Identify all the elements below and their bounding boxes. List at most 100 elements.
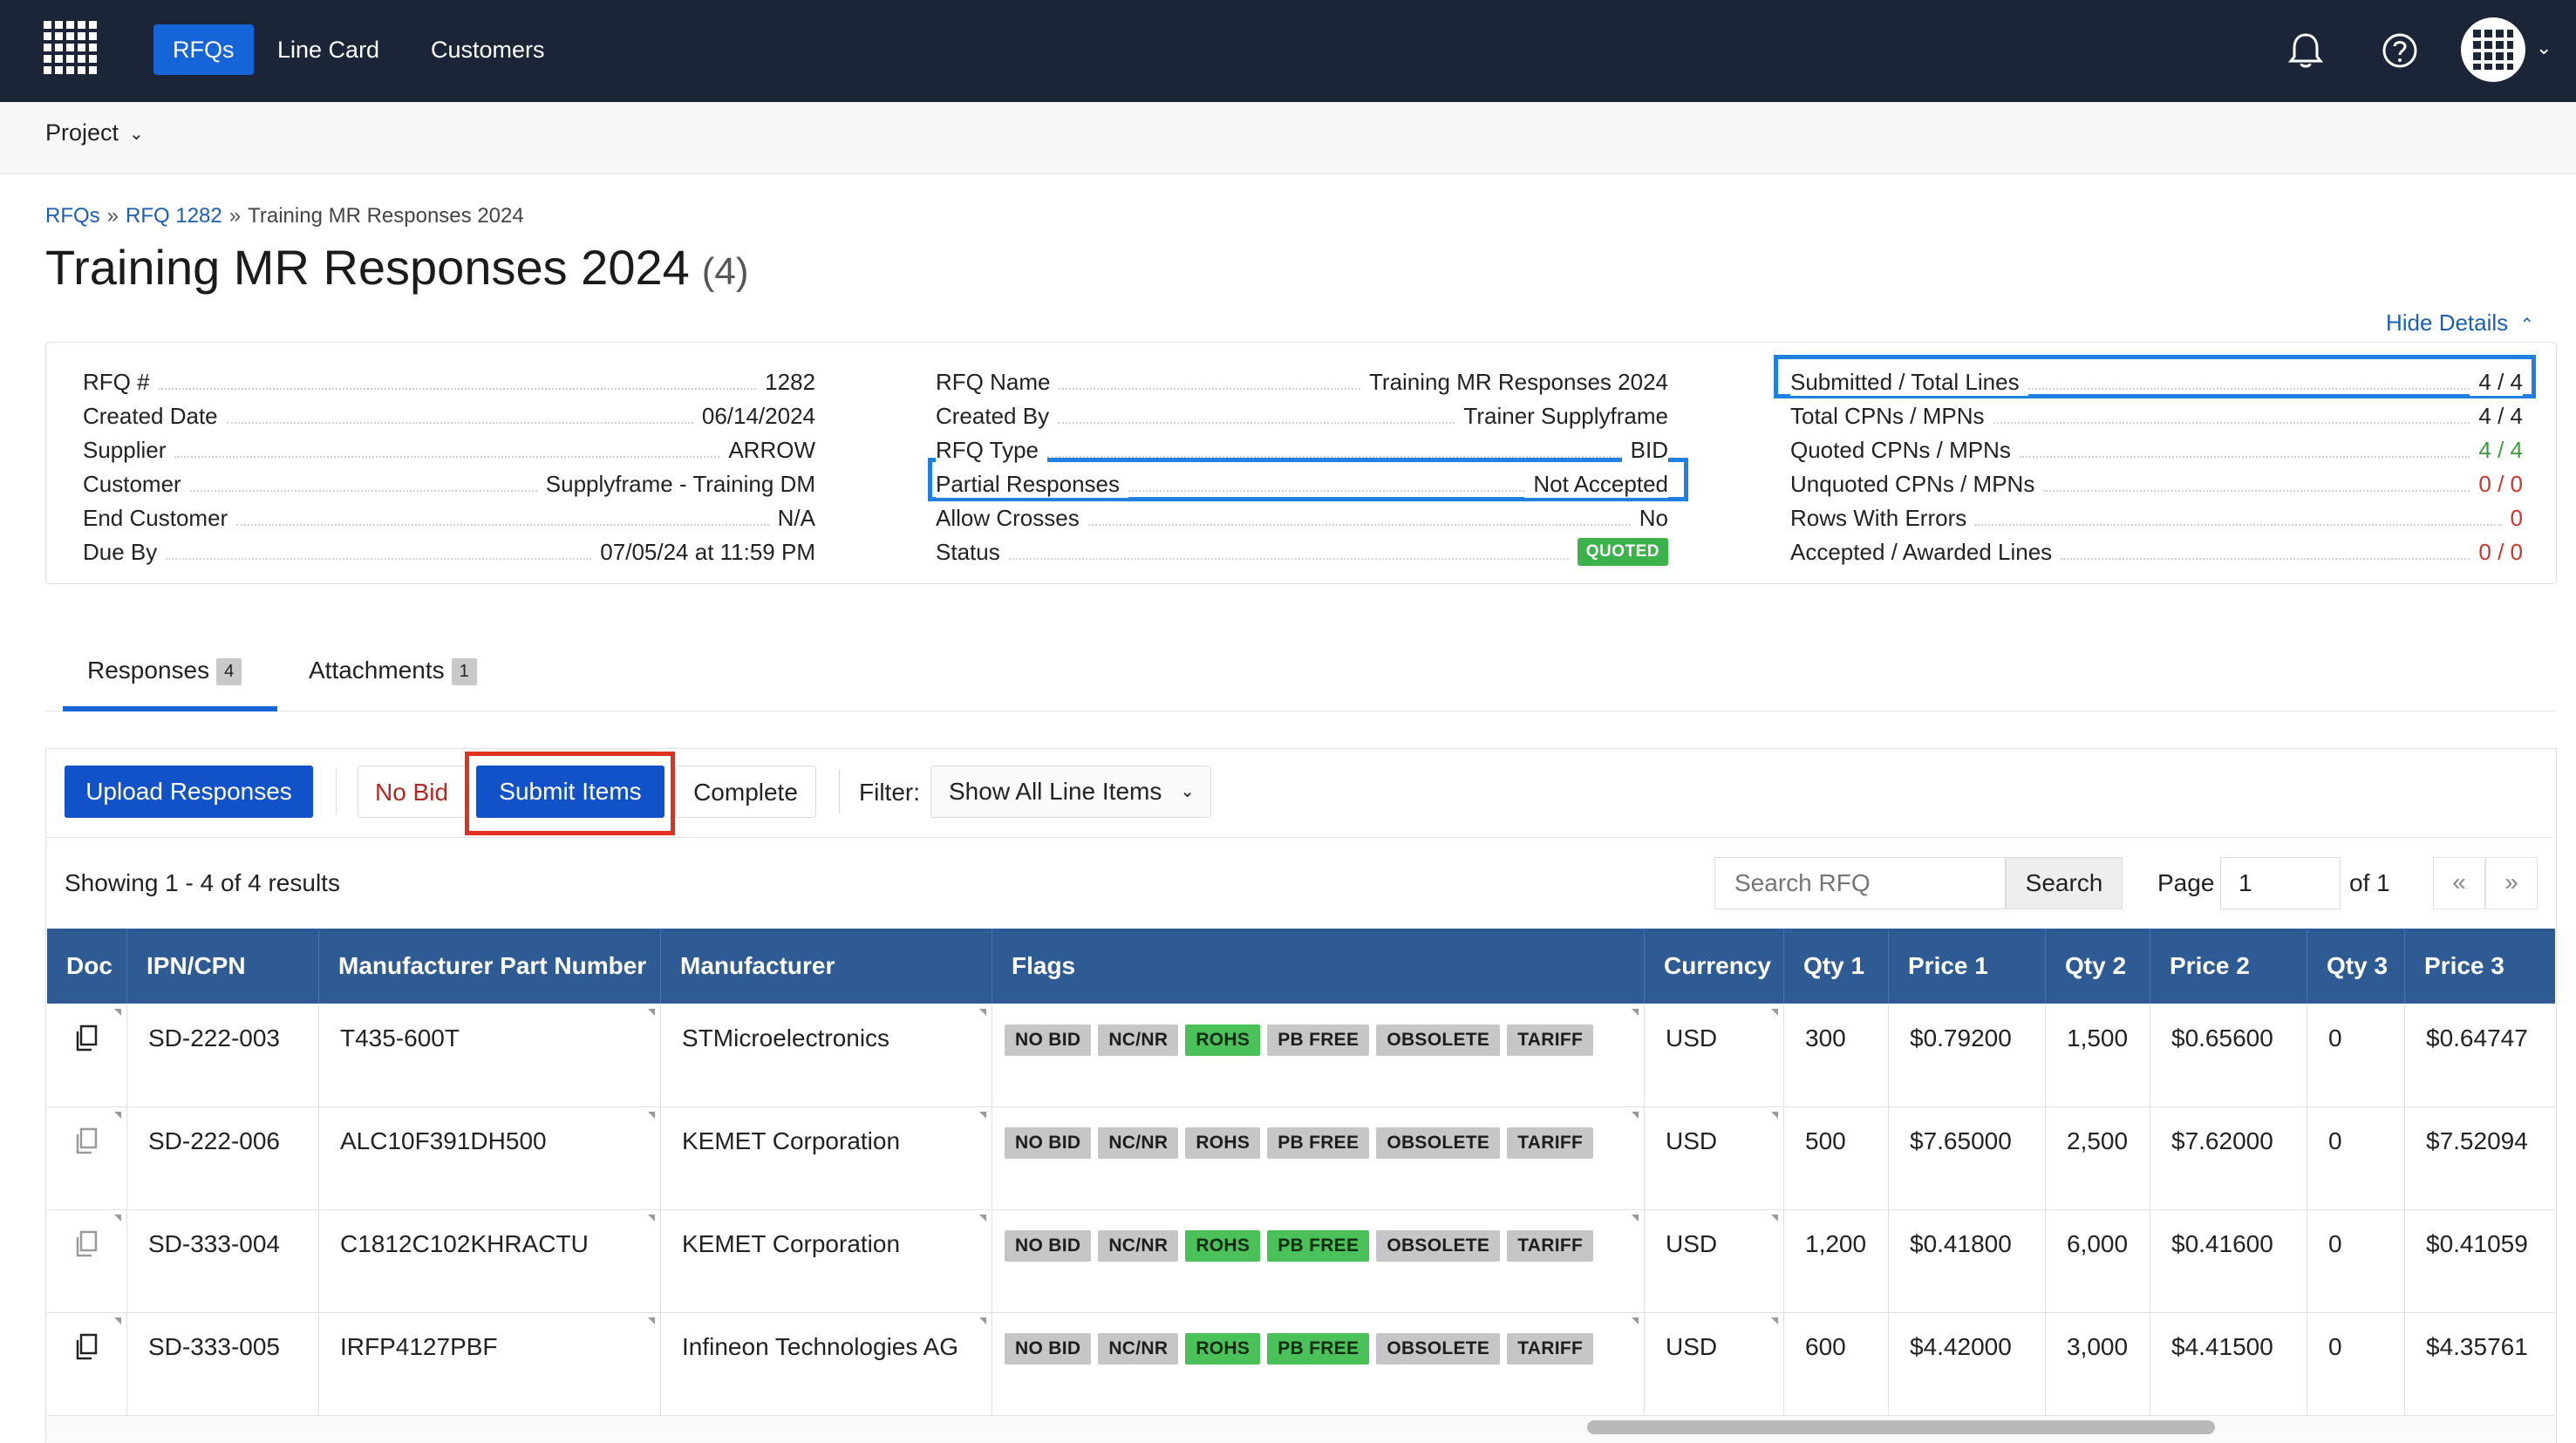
table-row[interactable]: SD-222-003 T435-600T STMicroelectronics NO … (47, 1004, 2555, 1107)
column-header-price-2[interactable]: Price 2 (2150, 929, 2307, 1004)
qty-1-cell[interactable]: 300 (1784, 1004, 1889, 1106)
copy-document-icon[interactable] (73, 1230, 99, 1258)
search-button[interactable]: Search (2006, 857, 2123, 909)
hide-details-toggle[interactable]: Hide Details ⌃ (2386, 310, 2534, 337)
flag-rohs[interactable]: ROHS (1185, 1127, 1261, 1159)
copy-document-icon[interactable] (73, 1127, 99, 1155)
currency-cell[interactable]: USD (1645, 1312, 1784, 1415)
help-icon[interactable] (2374, 24, 2426, 77)
flag-no-bid[interactable]: NO BID (1005, 1024, 1092, 1056)
project-dropdown[interactable]: Project ⌄ (45, 119, 144, 146)
qty-3-cell[interactable]: 0 (2307, 1004, 2405, 1106)
column-header-price-1[interactable]: Price 1 (1889, 929, 2046, 1004)
mpn-cell[interactable]: IRFP4127PBF (319, 1312, 661, 1415)
flag-tariff[interactable]: TARIFF (1507, 1024, 1594, 1056)
ipn-cpn-cell[interactable]: SD-333-004 (127, 1209, 319, 1312)
flag-pb-free[interactable]: PB FREE (1267, 1333, 1370, 1365)
nav-link-rfqs[interactable]: RFQs (153, 24, 254, 75)
column-header-qty-2[interactable]: Qty 2 (2046, 929, 2150, 1004)
tab-attachments[interactable]: Attachments 1 (309, 657, 477, 686)
flag-rohs[interactable]: ROHS (1185, 1024, 1261, 1056)
flag-no-bid[interactable]: NO BID (1005, 1230, 1092, 1262)
breadcrumb-rfqs[interactable]: RFQs (45, 204, 100, 228)
qty-3-cell[interactable]: 0 (2307, 1106, 2405, 1209)
flag-nc-nr[interactable]: NC/NR (1098, 1230, 1179, 1262)
app-logo-icon[interactable] (42, 19, 101, 78)
currency-cell[interactable]: USD (1645, 1004, 1784, 1106)
price-1-cell[interactable]: $0.41800 (1889, 1209, 2046, 1312)
qty-3-cell[interactable]: 0 (2307, 1209, 2405, 1312)
qty-1-cell[interactable]: 500 (1784, 1106, 1889, 1209)
first-page-button[interactable]: « (2433, 857, 2485, 909)
flag-nc-nr[interactable]: NC/NR (1098, 1024, 1179, 1056)
price-3-cell[interactable]: $0.41059 (2426, 1230, 2528, 1257)
flags-cell[interactable]: NO BID NC/NR ROHS PB FREE OBSOLETE TARIFF (992, 1209, 1645, 1312)
qty-2-cell[interactable]: 2,500 (2046, 1106, 2150, 1209)
price-3-cell[interactable]: $0.64747 (2426, 1024, 2528, 1052)
upload-responses-button[interactable]: Upload Responses (65, 766, 313, 818)
page-number-input[interactable]: 1 (2220, 857, 2341, 909)
column-header-flags[interactable]: Flags (992, 929, 1645, 1004)
mpn-cell[interactable]: ALC10F391DH500 (319, 1106, 661, 1209)
copy-document-icon[interactable] (73, 1024, 99, 1052)
flag-obsolete[interactable]: OBSOLETE (1376, 1230, 1501, 1262)
column-header-qty-1[interactable]: Qty 1 (1784, 929, 1889, 1004)
flags-cell[interactable]: NO BID NC/NR ROHS PB FREE OBSOLETE TARIFF (992, 1312, 1645, 1415)
no-bid-button[interactable]: No Bid (358, 766, 466, 818)
price-1-cell[interactable]: $4.42000 (1889, 1312, 2046, 1415)
flag-tariff[interactable]: TARIFF (1507, 1127, 1594, 1159)
mpn-cell[interactable]: T435-600T (319, 1004, 661, 1106)
flag-pb-free[interactable]: PB FREE (1267, 1127, 1370, 1159)
table-row[interactable]: SD-333-005 IRFP4127PBF Infineon Technologi… (47, 1312, 2555, 1416)
price-3-cell[interactable]: $4.35761 (2426, 1333, 2528, 1360)
search-input[interactable] (1714, 857, 2006, 909)
manufacturer-cell[interactable]: STMicroelectronics (661, 1004, 992, 1106)
column-header-manufacturer[interactable]: Manufacturer (661, 929, 992, 1004)
ipn-cpn-cell[interactable]: SD-222-006 (127, 1106, 319, 1209)
qty-1-cell[interactable]: 600 (1784, 1312, 1889, 1415)
column-header-currency[interactable]: Currency (1645, 929, 1784, 1004)
flag-nc-nr[interactable]: NC/NR (1098, 1333, 1179, 1365)
copy-document-icon[interactable] (73, 1333, 99, 1361)
price-1-cell[interactable]: $0.79200 (1889, 1004, 2046, 1106)
flag-obsolete[interactable]: OBSOLETE (1376, 1333, 1501, 1365)
horizontal-scrollbar-thumb[interactable] (1587, 1420, 2215, 1434)
price-2-cell[interactable]: $0.41600 (2150, 1209, 2307, 1312)
complete-button[interactable]: Complete (675, 766, 816, 818)
flag-tariff[interactable]: TARIFF (1507, 1333, 1594, 1365)
qty-3-cell[interactable]: 0 (2307, 1312, 2405, 1415)
flag-obsolete[interactable]: OBSOLETE (1376, 1127, 1501, 1159)
breadcrumb-rfq-1282[interactable]: RFQ 1282 (126, 204, 222, 228)
column-header-price-3[interactable]: Price 3 (2424, 952, 2504, 979)
flag-rohs[interactable]: ROHS (1185, 1230, 1261, 1262)
tab-responses[interactable]: Responses 4 (87, 657, 242, 686)
flags-cell[interactable]: NO BID NC/NR ROHS PB FREE OBSOLETE TARIFF (992, 1004, 1645, 1106)
filter-select[interactable]: Show All Line Items ⌄ (930, 766, 1211, 818)
flag-tariff[interactable]: TARIFF (1507, 1230, 1594, 1262)
flag-obsolete[interactable]: OBSOLETE (1376, 1024, 1501, 1056)
chevron-down-icon[interactable]: ⌄ (2536, 37, 2552, 58)
price-2-cell[interactable]: $0.65600 (2150, 1004, 2307, 1106)
nav-link-line-card[interactable]: Line Card (277, 37, 380, 63)
manufacturer-cell[interactable]: Infineon Technologies AG (661, 1312, 992, 1415)
nav-link-customers[interactable]: Customers (431, 37, 545, 63)
qty-2-cell[interactable]: 6,000 (2046, 1209, 2150, 1312)
currency-cell[interactable]: USD (1645, 1106, 1784, 1209)
flag-pb-free[interactable]: PB FREE (1267, 1024, 1370, 1056)
manufacturer-cell[interactable]: KEMET Corporation (661, 1209, 992, 1312)
manufacturer-cell[interactable]: KEMET Corporation (661, 1106, 992, 1209)
last-page-button[interactable]: » (2485, 857, 2538, 909)
flag-pb-free[interactable]: PB FREE (1267, 1230, 1370, 1262)
flag-no-bid[interactable]: NO BID (1005, 1333, 1092, 1365)
submit-items-button[interactable]: Submit Items (476, 766, 664, 818)
column-header-mpn[interactable]: Manufacturer Part Number (319, 929, 661, 1004)
column-header-ipn-cpn[interactable]: IPN/CPN (127, 929, 319, 1004)
table-row[interactable]: SD-222-006 ALC10F391DH500 KEMET Corporatio… (47, 1106, 2555, 1210)
flag-rohs[interactable]: ROHS (1185, 1333, 1261, 1365)
ipn-cpn-cell[interactable]: SD-333-005 (127, 1312, 319, 1415)
mpn-cell[interactable]: C1812C102KHRACTU (319, 1209, 661, 1312)
column-header-qty-3[interactable]: Qty 3 (2307, 929, 2405, 1004)
column-header-doc[interactable]: Doc (47, 929, 127, 1004)
flags-cell[interactable]: NO BID NC/NR ROHS PB FREE OBSOLETE TARIFF (992, 1106, 1645, 1209)
price-2-cell[interactable]: $7.62000 (2150, 1106, 2307, 1209)
